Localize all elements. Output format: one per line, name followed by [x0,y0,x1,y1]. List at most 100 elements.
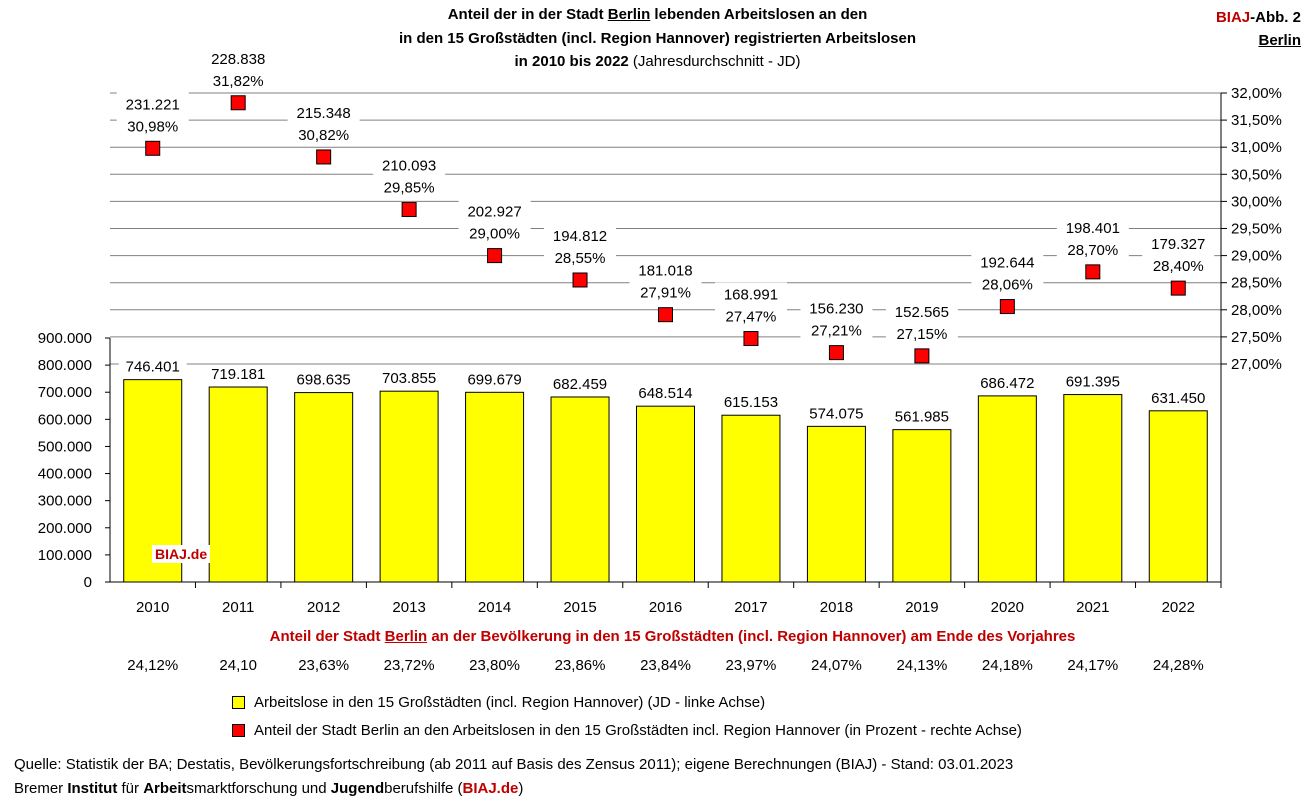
legend-label-bars: Arbeitslose in den 15 Großstädten (incl.… [254,694,766,711]
bar-value-label: 691.395 [1066,374,1120,391]
berlin-count-label: 228.838 [211,51,265,68]
population-share-value: 24,18% [981,657,1033,674]
left-axis-tick-label: 600.000 [38,411,92,428]
left-axis-tick-label: 900.000 [38,330,92,347]
share-percent-label: 27,21% [811,323,862,340]
x-axis-tick-label: 2011 [222,599,254,616]
legend-item-markers: Anteil der Stadt Berlin an den Arbeitslo… [232,722,1022,739]
left-axis-tick-label: 100.000 [38,547,92,564]
bar-value-label: 719.181 [211,366,265,383]
share-marker [401,202,417,218]
share-percent-label: 29,85% [384,180,435,197]
left-axis-tick-label: 0 [84,574,92,591]
bar [977,395,1037,583]
left-axis-tick-label: 700.000 [38,384,92,401]
watermark-text: BIAJ.de [155,546,208,562]
population-share-value: 23,72% [383,657,435,674]
population-share-value: 24,13% [896,657,948,674]
bar-value-label-bg [887,407,956,426]
bar-value-label-bg [973,373,1042,392]
population-heading-post: an der Bevölkerung in den 15 Großstädten… [427,628,1076,645]
bar-value-label-bg [204,365,273,384]
bar-value-label-bg [375,369,444,388]
right-axis-tick-label: 29,00% [1231,248,1282,265]
left-axis-tick-label: 300.000 [38,493,92,510]
share-percent-label: 27,47% [726,309,777,326]
population-share-value: 24,12% [127,657,179,674]
bar-value-label: 698.635 [297,372,351,389]
legend-item-bars: Arbeitslose in den 15 Großstädten (incl.… [232,694,765,711]
institute-text-part: Institut [67,780,118,797]
share-marker [487,248,503,264]
marker-label-bg [544,223,617,268]
figure-badge: BIAJ-Abb. 2 Berlin [1216,6,1301,52]
institute-text-part: Arbeit [143,780,187,797]
institute-text-part: Bremer [14,780,68,797]
left-axis-tick-label: 400.000 [38,466,92,483]
bar [1148,410,1208,583]
x-axis-tick-label: 2016 [649,599,682,616]
chart-title-line-3: in 2010 bis 2022 (Jahresdurchschnitt - J… [0,53,1315,70]
right-axis-tick-label: 31,00% [1231,139,1282,156]
population-share-heading: Anteil der Stadt Berlin an der Bevölkeru… [0,628,1315,645]
bar-value-label-bg [631,384,700,403]
bar-value-label: 746.401 [126,359,180,376]
bar-value-label: 615.153 [724,394,778,411]
population-share-value: 24,17% [1067,657,1119,674]
source-note: Quelle: Statistik der BA; Destatis, Bevö… [14,756,1014,773]
institute-text-part: Jugend [330,780,385,797]
bar-value-label-bg [1144,388,1213,407]
marker-label-bg [714,282,787,327]
bar-value-label-bg [1058,372,1127,391]
bar-value-label-bg [802,404,871,423]
grid-layer [105,92,1227,588]
x-axis-tick-label: 2019 [905,599,938,616]
share-percent-label: 31,82% [213,73,264,90]
berlin-count-label: 152.565 [895,304,949,321]
badge-brand: BIAJ [1215,9,1251,26]
x-axis-tick-label: 2010 [136,599,169,616]
chart-title-line-2: in den 15 Großstädten (incl. Region Hann… [398,30,917,47]
berlin-count-label: 192.644 [980,255,1034,272]
share-percent-label: 30,82% [298,127,349,144]
bar-value-label: 686.472 [980,375,1034,392]
institute-note: Bremer Institut für Arbeitsmarktforschun… [14,780,523,797]
share-marker [914,348,930,364]
right-axis-tick-label: 32,00% [1231,85,1282,102]
marker-label-bg [373,153,446,198]
bar-layer [123,379,1208,583]
population-share-value: 23,63% [298,657,350,674]
marker-label-bg [1056,215,1129,260]
bar-value-label: 703.855 [382,370,436,387]
institute-text-part: smarktforschung und [186,780,331,797]
berlin-count-label: 215.348 [297,105,351,122]
share-percent-label: 27,15% [896,326,947,343]
berlin-count-label: 198.401 [1066,220,1120,237]
badge-line-1: BIAJ-Abb. 2 [1216,6,1301,29]
bar-value-label-bg [460,370,529,389]
population-heading-pre: Anteil der Stadt [269,628,385,645]
marker-label-bg [629,258,702,303]
institute-text-part: berufshilfe ( [384,780,463,797]
population-share-value: 23,84% [640,657,691,674]
berlin-count-label: 231.221 [126,96,180,113]
share-marker [828,345,844,361]
berlin-count-label: 181.018 [638,263,692,280]
share-marker [572,272,588,288]
bar [208,386,268,583]
bar [294,392,354,583]
left-axis-tick-label: 800.000 [38,357,92,374]
x-axis-tick-label: 2021 [1076,599,1109,616]
share-percent-label: 29,00% [469,226,520,243]
marker-layer [145,95,1186,364]
bar-value-label-bg [118,357,187,376]
marker-label-bg [1142,232,1215,277]
bar [721,414,781,583]
bar-value-label: 561.985 [895,409,949,426]
watermark-logo: BIAJ.de [152,545,211,563]
right-axis-tick-label: 27,50% [1231,329,1282,346]
population-heading-city: Berlin [384,628,428,645]
berlin-count-label: 179.327 [1151,236,1205,253]
berlin-count-label: 202.927 [467,204,521,221]
title-line1-post: lebenden Arbeitslosen an den [650,6,868,23]
